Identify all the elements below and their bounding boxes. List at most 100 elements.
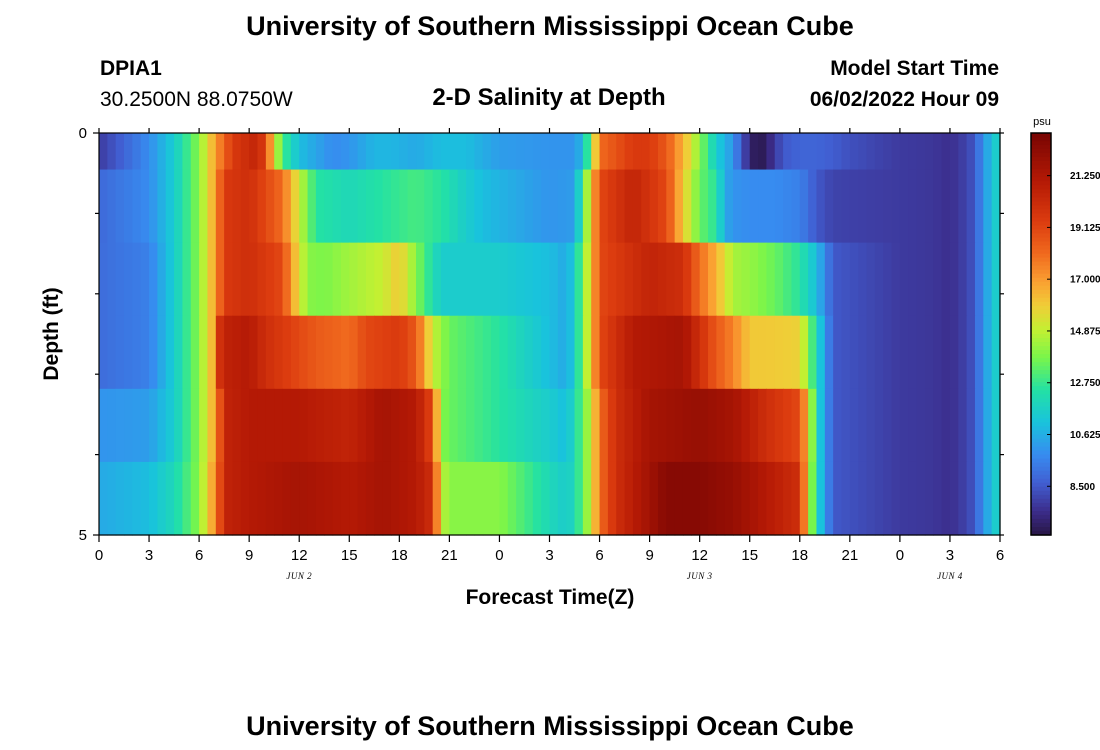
heatmap-cell (557, 315, 567, 390)
heatmap-cell (507, 133, 517, 171)
heatmap-cell (949, 133, 959, 171)
heatmap-cell (215, 169, 225, 244)
heatmap-cell (883, 461, 893, 536)
heatmap-cell (899, 133, 909, 171)
heatmap-cell (616, 461, 626, 536)
heatmap-cell (416, 242, 425, 317)
heatmap-cell (232, 133, 242, 171)
heatmap-cell (733, 242, 742, 317)
heatmap-cell (182, 388, 192, 463)
heatmap-cell (349, 242, 359, 317)
heatmap-cell (499, 169, 509, 244)
heatmap-cell (190, 388, 200, 463)
heatmap-cell (883, 315, 893, 390)
heatmap-cells (99, 133, 1001, 536)
heatmap-cell (290, 242, 300, 317)
heatmap-cell (390, 169, 400, 244)
heatmap-cell (441, 242, 450, 317)
colorbar-tick-label: 12.750 (1070, 378, 1100, 389)
heatmap-cell (841, 388, 851, 463)
heatmap-cell (716, 242, 726, 317)
colorbar-strip (1031, 301, 1051, 307)
heatmap-cell (491, 133, 501, 171)
colorbar-strip (1031, 430, 1051, 436)
heatmap-cell (841, 461, 851, 536)
heatmap-cell (858, 133, 868, 171)
colorbar-strip (1031, 233, 1051, 239)
heatmap-cell (566, 133, 576, 171)
heatmap-cell (916, 461, 926, 536)
colorbar-strip (1031, 462, 1051, 468)
heatmap-cell (524, 388, 534, 463)
heatmap-cell (808, 388, 818, 463)
heatmap-cell (582, 461, 592, 536)
heatmap-cell (215, 133, 225, 171)
heatmap-cell (657, 169, 667, 244)
heatmap-cell (616, 388, 626, 463)
x-date-label: JUN 4 (937, 571, 963, 581)
colorbar-strip (1031, 269, 1051, 275)
heatmap-cell (799, 242, 809, 317)
colorbar-strip (1031, 293, 1051, 299)
colorbar-strip (1031, 161, 1051, 166)
heatmap-cell (874, 242, 884, 317)
heatmap-cell (641, 388, 651, 463)
heatmap-cell (666, 169, 676, 244)
heatmap-cell (199, 315, 209, 390)
heatmap-cell (849, 315, 859, 390)
heatmap-cell (282, 388, 292, 463)
colorbar-strip (1031, 394, 1051, 399)
heatmap-cell (833, 461, 843, 536)
x-tick-label: 3 (545, 547, 553, 564)
x-tick-label: 9 (245, 547, 253, 564)
heatmap-cell (199, 169, 209, 244)
heatmap-cell (357, 133, 367, 171)
chart-subtitle: 2-D Salinity at Depth (432, 84, 665, 111)
heatmap-cell (874, 388, 884, 463)
heatmap-cell (357, 315, 367, 390)
heatmap-cell (240, 315, 250, 390)
heatmap-cell (691, 169, 701, 244)
heatmap-cell (657, 242, 667, 317)
heatmap-cell (582, 242, 592, 317)
colorbar-strip (1031, 237, 1051, 243)
heatmap-cell (457, 133, 467, 171)
heatmap-cell (165, 169, 175, 244)
model-start-label: Model Start Time (830, 57, 999, 80)
heatmap-cell (516, 388, 526, 463)
heatmap-cell (733, 388, 742, 463)
heatmap-cell (307, 461, 317, 536)
heatmap-cell (899, 461, 909, 536)
colorbar-strip (1031, 165, 1051, 170)
heatmap-cell (274, 315, 284, 390)
heatmap-cell (874, 169, 884, 244)
heatmap-cell (416, 169, 425, 244)
heatmap-cell (866, 388, 876, 463)
heatmap-cell (99, 169, 108, 244)
heatmap-cell (574, 169, 584, 244)
heatmap-cell (224, 388, 234, 463)
heatmap-cell (174, 242, 184, 317)
heatmap-cell (983, 169, 993, 244)
heatmap-cell (165, 242, 175, 317)
heatmap-cell (332, 461, 342, 536)
heatmap-cell (332, 169, 342, 244)
colorbar-strip (1031, 522, 1051, 528)
heatmap-cell (491, 388, 501, 463)
heatmap-cell (966, 315, 976, 390)
heatmap-cell (224, 133, 234, 171)
heatmap-cell (641, 169, 651, 244)
heatmap-cell (849, 461, 859, 536)
heatmap-cell (315, 242, 325, 317)
figure-title: University of Southern Mississippi Ocean… (246, 11, 854, 41)
heatmap-cell (916, 315, 926, 390)
heatmap-cell (557, 169, 567, 244)
heatmap-cell (357, 461, 367, 536)
colorbar-strip (1031, 530, 1051, 536)
heatmap-cell (966, 133, 976, 171)
heatmap-cell (499, 315, 509, 390)
heatmap-cell (983, 133, 993, 171)
heatmap-cell (933, 315, 943, 390)
heatmap-cell (474, 461, 484, 536)
heatmap-cell (891, 315, 901, 390)
